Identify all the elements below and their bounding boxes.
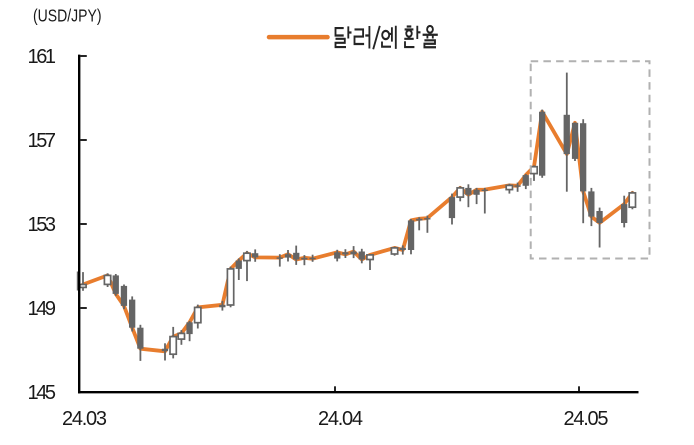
- svg-text:24.03: 24.03: [62, 408, 107, 430]
- svg-text:153: 153: [28, 214, 57, 236]
- svg-text:157: 157: [28, 130, 57, 152]
- svg-text:(USD/JPY): (USD/JPY): [33, 6, 102, 26]
- svg-text:24.05: 24.05: [564, 408, 609, 430]
- svg-text:161: 161: [28, 46, 57, 68]
- svg-text:24.04: 24.04: [318, 408, 363, 430]
- svg-text:149: 149: [28, 298, 57, 320]
- svg-text:145: 145: [28, 382, 57, 404]
